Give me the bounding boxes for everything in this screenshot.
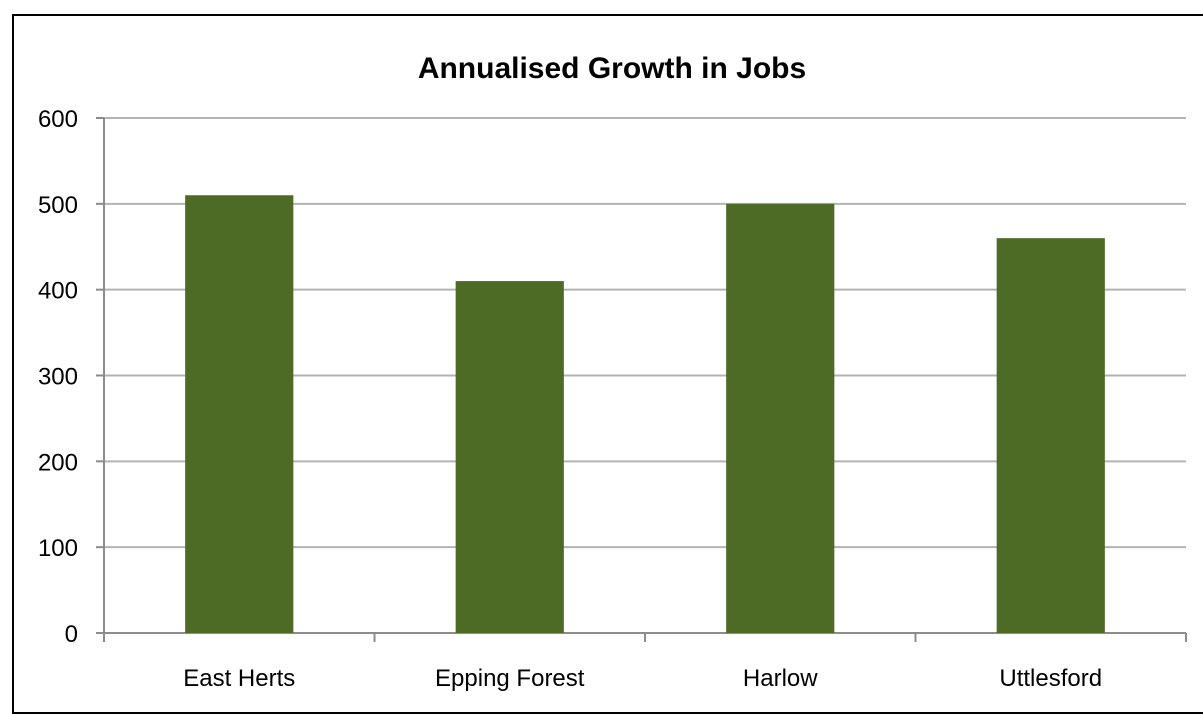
x-tick-label: East Herts [183,665,295,692]
x-tick-labels: East Herts Epping Forest Harlow Uttlesford [183,665,1102,692]
bar-east-herts [185,195,294,633]
y-tick-labels: 0 100 200 300 400 500 600 [38,106,78,648]
bar-harlow [726,203,835,634]
chart-title: Annualised Growth in Jobs [418,52,806,85]
y-tick-label: 0 [65,621,78,648]
y-tick-label: 600 [38,106,78,133]
x-tick-label: Harlow [743,665,818,692]
y-tick-label: 100 [38,535,78,562]
x-tick-label: Uttlesford [999,665,1102,692]
bars [185,195,1105,634]
bar-epping-forest [455,281,564,633]
y-tick-label: 300 [38,364,78,391]
y-tick-label: 200 [38,449,78,476]
bar-uttlesford [996,238,1105,633]
y-tick-label: 500 [38,192,78,219]
y-tick-label: 400 [38,278,78,305]
x-tick-label: Epping Forest [435,665,585,692]
